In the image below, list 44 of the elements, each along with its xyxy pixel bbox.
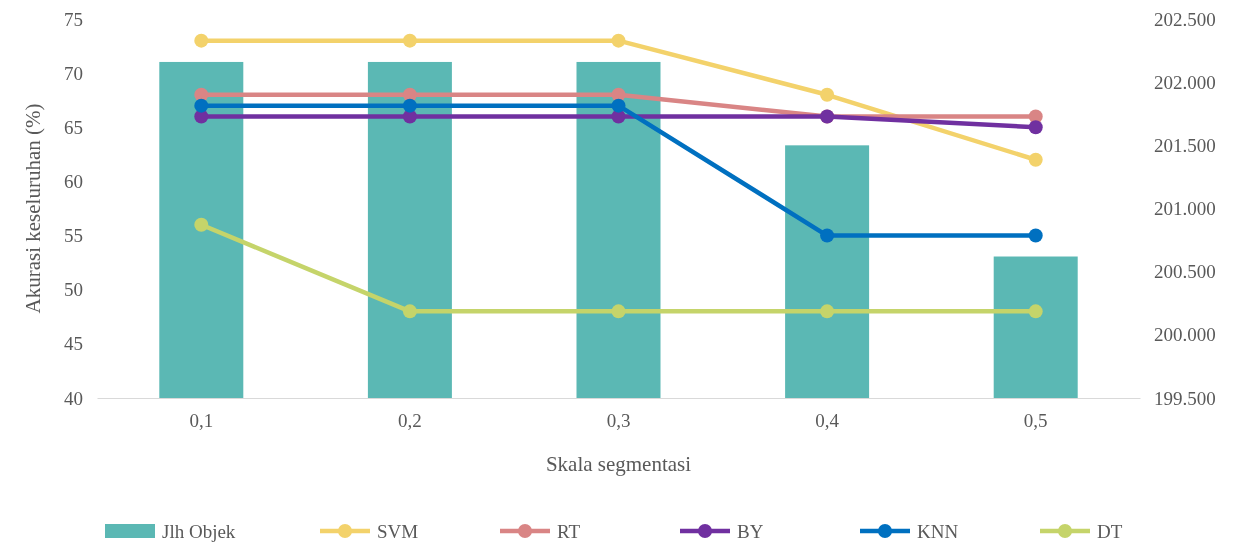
point xyxy=(611,33,626,48)
x-tick-label: 0,3 xyxy=(606,410,631,432)
point xyxy=(820,87,835,102)
y2-tick-label: 200.500 xyxy=(1154,261,1216,283)
y-tick-label: 60 xyxy=(64,171,83,193)
x-axis-title: Skala segmentasi xyxy=(545,452,692,476)
y-tick-label: 75 xyxy=(64,8,83,30)
y2-tick-label: 199.500 xyxy=(1154,387,1216,409)
point xyxy=(1028,152,1043,167)
y2-tick-label: 201.000 xyxy=(1154,198,1216,220)
point xyxy=(611,98,626,113)
point xyxy=(194,217,209,232)
y-tick-label: 65 xyxy=(64,116,83,138)
y2-tick-label: 200.000 xyxy=(1154,324,1216,346)
point xyxy=(611,304,626,319)
legend-label: RT xyxy=(557,521,581,542)
x-tick-label: 0,1 xyxy=(189,410,214,432)
x-tick-label: 0,4 xyxy=(815,410,840,432)
point xyxy=(402,98,417,113)
y-tick-label: 40 xyxy=(64,387,83,409)
point xyxy=(1028,120,1043,135)
y-tick-label: 55 xyxy=(64,225,83,247)
y-tick-label: 70 xyxy=(64,62,83,84)
point xyxy=(820,228,835,243)
y-tick-label: 50 xyxy=(64,279,83,301)
point xyxy=(402,304,417,319)
point xyxy=(1028,228,1043,243)
y2-tick-label: 201.500 xyxy=(1154,134,1216,156)
point xyxy=(402,33,417,48)
point xyxy=(820,304,835,319)
legend-label: KNN xyxy=(917,521,959,542)
point xyxy=(194,98,209,113)
legend-label: Jlh Objek xyxy=(162,521,236,542)
y2-tick-label: 202.000 xyxy=(1154,71,1216,93)
x-tick-label: 0,5 xyxy=(1023,410,1048,432)
y-axis-title: Akurasi keseluruhan (%) xyxy=(21,103,45,314)
point xyxy=(194,33,209,48)
y2-tick-label: 202.500 xyxy=(1154,8,1216,30)
legend-label: SVM xyxy=(377,521,419,542)
legend-label: DT xyxy=(1097,521,1123,542)
legend-label: BY xyxy=(737,521,764,542)
y-tick-label: 45 xyxy=(64,333,83,355)
point xyxy=(1028,304,1043,319)
x-tick-label: 0,2 xyxy=(398,410,422,432)
